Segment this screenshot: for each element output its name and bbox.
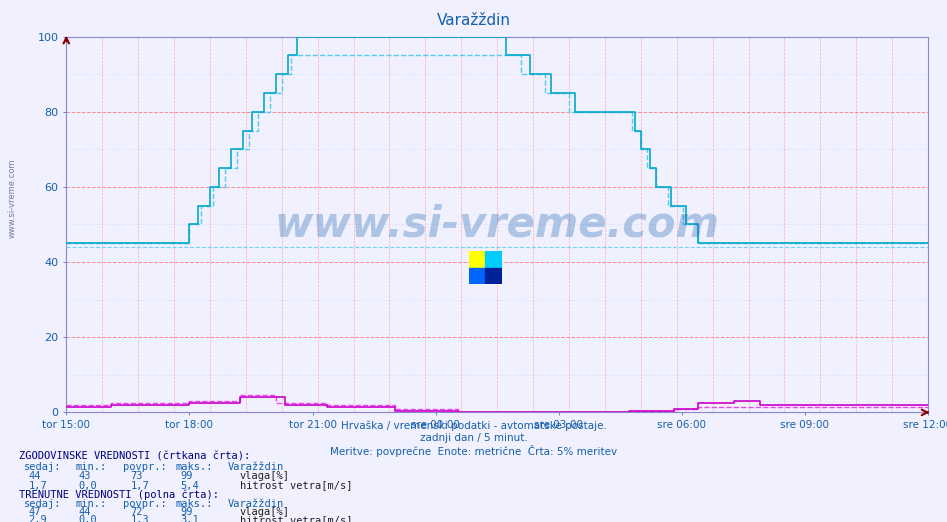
- Text: hitrost vetra[m/s]: hitrost vetra[m/s]: [240, 515, 352, 522]
- Text: povpr.:: povpr.:: [123, 500, 167, 509]
- Text: vlaga[%]: vlaga[%]: [240, 471, 290, 481]
- Text: 1,7: 1,7: [28, 481, 47, 491]
- Text: zadnji dan / 5 minut.: zadnji dan / 5 minut.: [420, 433, 527, 443]
- Text: hitrost vetra[m/s]: hitrost vetra[m/s]: [240, 481, 352, 491]
- Text: 44: 44: [79, 507, 91, 517]
- Text: ZGODOVINSKE VREDNOSTI (črtkana črta):: ZGODOVINSKE VREDNOSTI (črtkana črta):: [19, 452, 250, 461]
- Text: 1,7: 1,7: [131, 481, 150, 491]
- Text: sedaj:: sedaj:: [24, 500, 62, 509]
- Text: 1,3: 1,3: [131, 515, 150, 522]
- Text: TRENUTNE VREDNOSTI (polna črta):: TRENUTNE VREDNOSTI (polna črta):: [19, 490, 219, 500]
- Text: www.si-vreme.com: www.si-vreme.com: [8, 159, 17, 238]
- Bar: [469, 267, 486, 284]
- Text: www.si-vreme.com: www.si-vreme.com: [275, 204, 720, 245]
- Text: 5,4: 5,4: [180, 481, 199, 491]
- Text: 73: 73: [131, 471, 143, 481]
- Text: 44: 44: [28, 471, 41, 481]
- Text: maks.:: maks.:: [175, 462, 213, 472]
- Bar: [486, 251, 502, 267]
- Text: Hrvaška / vremenski podatki - avtomatske postaje.: Hrvaška / vremenski podatki - avtomatske…: [341, 420, 606, 431]
- Text: 43: 43: [79, 471, 91, 481]
- Text: 99: 99: [180, 471, 192, 481]
- Text: povpr.:: povpr.:: [123, 462, 167, 472]
- Bar: [469, 251, 486, 267]
- Text: 99: 99: [180, 507, 192, 517]
- Text: 0,0: 0,0: [79, 481, 98, 491]
- Text: min.:: min.:: [76, 462, 107, 472]
- Text: 2,9: 2,9: [28, 515, 47, 522]
- Text: vlaga[%]: vlaga[%]: [240, 507, 290, 517]
- Bar: [486, 267, 502, 284]
- Text: min.:: min.:: [76, 500, 107, 509]
- Text: Varažždin: Varažždin: [437, 13, 510, 28]
- Text: 47: 47: [28, 507, 41, 517]
- Text: Varažždin: Varažždin: [227, 500, 283, 509]
- Text: Varažždin: Varažždin: [227, 462, 283, 472]
- Text: maks.:: maks.:: [175, 500, 213, 509]
- Text: Meritve: povprečne  Enote: metrične  Črta: 5% meritev: Meritve: povprečne Enote: metrične Črta:…: [330, 445, 617, 457]
- Text: 72: 72: [131, 507, 143, 517]
- Text: 3,1: 3,1: [180, 515, 199, 522]
- Text: 0,0: 0,0: [79, 515, 98, 522]
- Text: sedaj:: sedaj:: [24, 462, 62, 472]
